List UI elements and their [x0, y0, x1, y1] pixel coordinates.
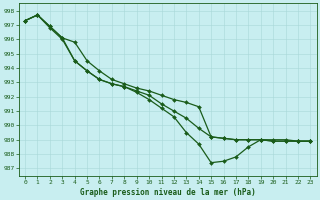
X-axis label: Graphe pression niveau de la mer (hPa): Graphe pression niveau de la mer (hPa)	[80, 188, 256, 197]
